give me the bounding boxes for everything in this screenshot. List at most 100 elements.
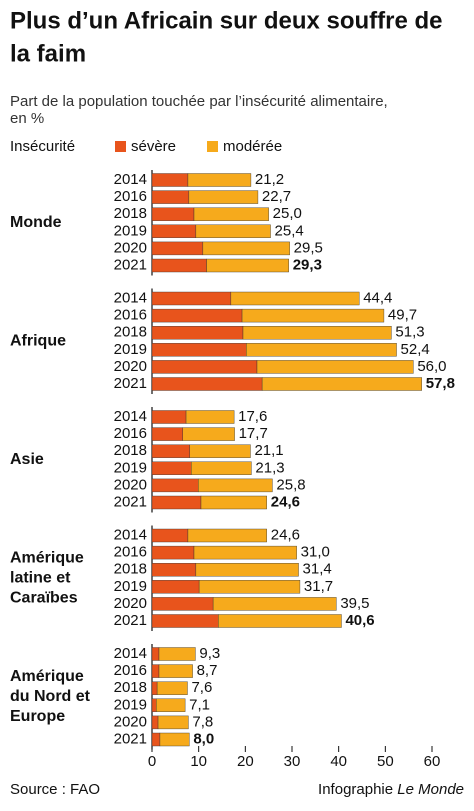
total-label: 44,4: [363, 289, 392, 306]
bar-segment: [185, 410, 235, 424]
y-tick-label: 2020: [114, 713, 147, 730]
total-label: 25,8: [276, 476, 305, 493]
bar-segment: [151, 308, 243, 323]
group-label: Amérique: [10, 668, 84, 685]
bar-segment: [156, 681, 188, 695]
y-tick-label: 2014: [114, 171, 147, 188]
y-tick-label: 2014: [114, 408, 147, 425]
total-label: 21,3: [255, 459, 284, 476]
chart-title-line: la faim: [10, 40, 86, 67]
y-tick-label: 2016: [114, 425, 147, 442]
y-tick-label: 2018: [114, 324, 147, 341]
bar-segment: [198, 580, 301, 594]
bar-segment: [151, 241, 204, 256]
total-label: 9,3: [199, 645, 220, 662]
total-label: 25,4: [275, 222, 304, 239]
bar-segment: [151, 190, 190, 204]
bar-segment: [241, 308, 385, 323]
bar-segment: [151, 698, 157, 712]
x-tick-label: 20: [237, 753, 254, 770]
bar-segment: [151, 580, 200, 594]
bar-segment: [246, 343, 397, 357]
y-tick-label: 2016: [114, 662, 147, 679]
bar-segment: [212, 597, 337, 611]
group-label: Caraïbes: [10, 589, 78, 606]
total-label: 31,4: [303, 561, 332, 578]
bar-segment: [151, 444, 190, 458]
legend-label: sévère: [131, 138, 176, 155]
bar-segment: [190, 461, 252, 475]
bar-segment: [151, 410, 187, 424]
bar-segment: [206, 258, 289, 273]
y-tick-label: 2018: [114, 205, 147, 222]
bar-segment: [187, 528, 268, 543]
subtitle-line: en %: [10, 110, 44, 127]
y-tick-label: 2020: [114, 476, 147, 493]
bar-segment: [159, 732, 190, 747]
y-tick-label: 2014: [114, 645, 147, 662]
bar-segment: [187, 173, 252, 187]
bar-segment: [256, 360, 414, 374]
y-tick-label: 2021: [114, 730, 147, 747]
group-label: Asie: [10, 451, 44, 468]
y-tick-label: 2019: [114, 222, 147, 239]
bar-segment: [151, 461, 192, 475]
bar-segment: [158, 664, 193, 678]
x-tick-label: 50: [377, 753, 394, 770]
bar-segment: [151, 478, 199, 493]
credit-brand: Le Monde: [397, 781, 464, 798]
bar-segment: [151, 681, 158, 695]
y-tick-label: 2019: [114, 459, 147, 476]
bar-segment: [151, 258, 207, 273]
bar-segment: [151, 563, 197, 577]
total-label: 57,8: [426, 375, 455, 392]
total-label: 49,7: [388, 307, 417, 324]
bar-segment: [193, 545, 297, 560]
x-tick-label: 60: [424, 753, 441, 770]
y-tick-label: 2021: [114, 493, 147, 510]
total-label: 52,4: [401, 341, 430, 358]
bar-segment: [158, 647, 196, 661]
group-label: Europe: [10, 708, 65, 725]
bar-segment: [151, 207, 195, 221]
bar-segment: [261, 377, 422, 391]
bar-segment: [151, 343, 247, 357]
bar-segment: [151, 647, 160, 661]
group-label: latine et: [10, 569, 71, 586]
x-tick-label: 30: [284, 753, 301, 770]
bar-segment: [157, 715, 189, 730]
bar-segment: [151, 545, 195, 560]
bar-segment: [195, 224, 271, 239]
total-label: 24,6: [271, 493, 300, 510]
chart-title: Plus d’un Africain sur deux souffre de: [10, 7, 443, 34]
bar-segment: [155, 698, 186, 712]
total-label: 56,0: [417, 358, 446, 375]
y-tick-label: 2018: [114, 442, 147, 459]
subtitle: Part de la population touchée par l’insé…: [10, 93, 388, 110]
bar-segment: [189, 444, 251, 458]
total-label: 8,7: [197, 662, 218, 679]
bar-segment: [242, 326, 392, 340]
total-label: 31,7: [304, 578, 333, 595]
group-label: Monde: [10, 214, 62, 231]
total-label: 51,3: [395, 324, 424, 341]
total-label: 17,7: [239, 425, 268, 442]
group-label: du Nord et: [10, 688, 91, 705]
credit: Infographie Le Monde: [318, 781, 464, 798]
total-label: 21,1: [254, 442, 283, 459]
legend-label: modérée: [223, 138, 282, 155]
bar-segment: [151, 597, 214, 611]
y-tick-label: 2019: [114, 341, 147, 358]
x-tick-label: 0: [148, 753, 156, 770]
y-tick-label: 2016: [114, 544, 147, 561]
bar-segment: [202, 241, 290, 256]
legend-swatch: [115, 141, 126, 152]
y-tick-label: 2018: [114, 679, 147, 696]
bar-segment: [200, 495, 268, 510]
y-tick-label: 2018: [114, 561, 147, 578]
total-label: 39,5: [340, 595, 369, 612]
y-tick-label: 2016: [114, 307, 147, 324]
bar-segment: [151, 732, 161, 747]
x-tick-label: 40: [330, 753, 347, 770]
